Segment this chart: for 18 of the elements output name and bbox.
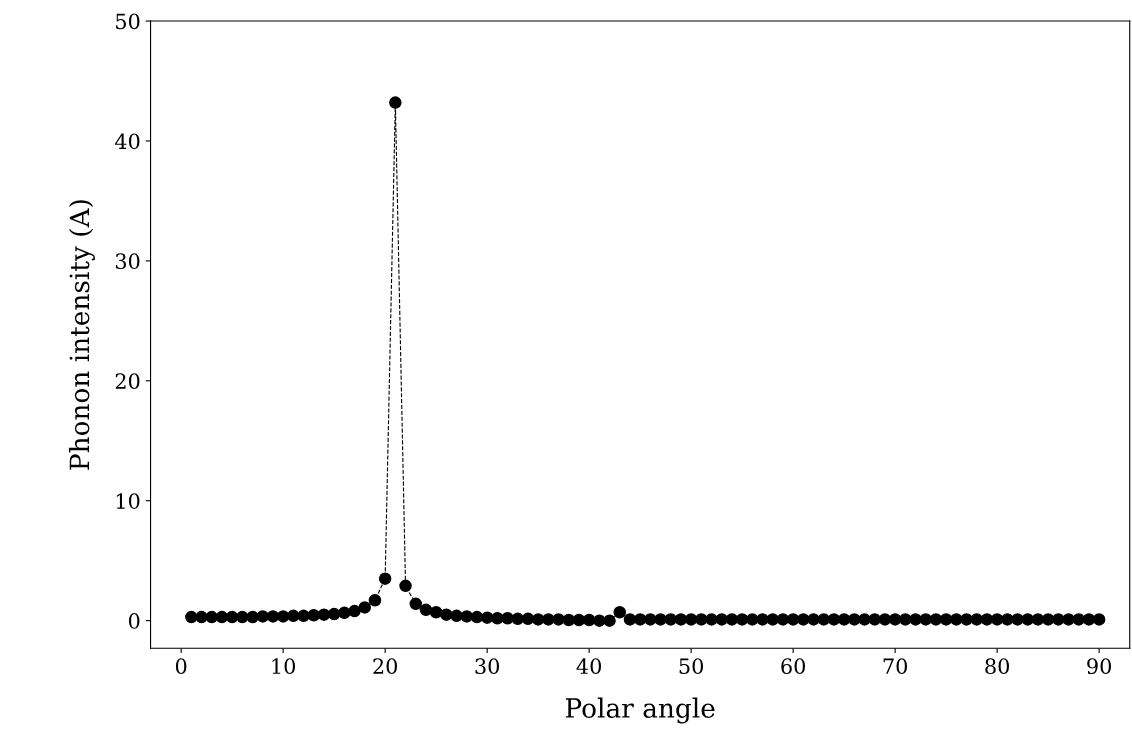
y-axis-title: Phonon intensity (A) — [68, 200, 95, 470]
y-tick-label: 50 — [116, 13, 140, 30]
x-tick-label: 0 — [175, 658, 187, 675]
x-tick-label: 60 — [781, 658, 806, 675]
y-tick-label: 20 — [115, 373, 140, 390]
x-tick-label: 80 — [985, 658, 1010, 675]
y-tick-label: 40 — [114, 133, 140, 150]
x-tick-label: 90 — [1087, 658, 1112, 675]
x-tick-label: 50 — [679, 658, 704, 675]
x-tick-label: 40 — [576, 658, 602, 675]
x-tick-label: 30 — [475, 658, 500, 675]
x-tick-label: 20 — [373, 658, 398, 675]
x-tick-label: 10 — [272, 658, 296, 675]
y-tick-label: 0 — [128, 613, 140, 629]
x-axis-title: Polar angle — [565, 697, 715, 724]
y-tick-label: 30 — [115, 253, 140, 270]
x-tick-label: 70 — [883, 658, 908, 675]
y-tick-label: 10 — [116, 493, 140, 509]
